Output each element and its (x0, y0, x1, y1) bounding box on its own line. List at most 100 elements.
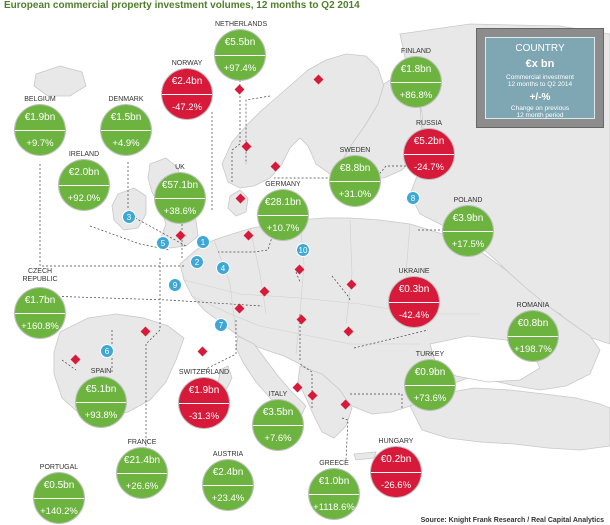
hungary-name: HUNGARY (378, 438, 414, 445)
austria-name: AUSTRIA (212, 451, 244, 458)
czech-value: €1.7bn (15, 288, 65, 313)
legend-value-desc-1: Commercial investment (506, 74, 574, 81)
bubble-sweden: €8.8bn +31.0% (330, 156, 380, 206)
ireland-change: +92.0% (59, 185, 109, 210)
sweden-name: SWEDEN (339, 147, 371, 154)
netherlands-change: +97.4% (215, 55, 265, 80)
bubble-denmark: €1.5bn +4.9% (101, 105, 151, 155)
belgium-name: BELGIUM (24, 96, 56, 103)
point-1: 1 (196, 235, 210, 249)
italy-value: €3.5bn (253, 400, 303, 425)
france-value: €21.4bn (117, 448, 167, 473)
point-6: 6 (100, 344, 114, 358)
greece-value: €1.0bn (309, 469, 359, 494)
bubble-uk: €57.1bn +38.6% (155, 173, 205, 223)
map-title: European commercial property investment … (4, 0, 360, 11)
belgium-change: +9.7% (15, 130, 65, 155)
belgium-value: €1.9bn (15, 105, 65, 130)
bubble-turkey: €0.9bn +73.6% (405, 360, 455, 410)
bubble-poland: €3.9bn +17.5% (443, 206, 493, 256)
portugal-value: €0.5bn (34, 473, 84, 498)
germany-value: €28.1bn (258, 190, 308, 215)
poland-name: POLAND (453, 197, 483, 204)
ukraine-change: -42.4% (389, 302, 439, 327)
legend-header: COUNTRY (515, 43, 565, 54)
romania-value: €0.8bn (508, 311, 558, 336)
ireland-name: IRELAND (68, 151, 100, 158)
denmark-value: €1.5bn (101, 105, 151, 130)
norway-name: NORWAY (171, 60, 203, 67)
source-note: Source: Knight Frank Research / Real Cap… (420, 517, 604, 524)
netherlands-name: NETHERLANDS (215, 21, 268, 28)
sweden-change: +31.0% (330, 181, 380, 206)
bubble-finland: €1.8bn +86.8% (391, 57, 441, 107)
spain-change: +93.8% (76, 402, 126, 427)
point-8: 8 (406, 191, 420, 205)
spain-value: €5.1bn (76, 377, 126, 402)
legend-inner: COUNTRY €x bn Commercial investment 12 m… (485, 37, 595, 119)
russia-change: -24.7% (404, 154, 454, 179)
romania-change: +198.7% (508, 336, 558, 361)
legend-change-desc-1: Change on previous (510, 105, 570, 112)
legend-box: COUNTRY €x bn Commercial investment 12 m… (476, 28, 604, 128)
bubble-belgium: €1.9bn +9.7% (15, 105, 65, 155)
bubble-greece: €1.0bn +1118.6% (309, 469, 359, 519)
greece-change: +1118.6% (309, 494, 359, 519)
bubble-germany: €28.1bn +10.7% (258, 190, 308, 240)
uk-value: €57.1bn (155, 173, 205, 198)
germany-name: GERMANY (265, 181, 301, 188)
russia-name: RUSSIA (415, 120, 443, 127)
portugal-name: PORTUGAL (39, 464, 79, 471)
hungary-change: -26.6% (371, 472, 421, 497)
czech-change: +160.8% (15, 313, 65, 338)
bubble-ukraine: €0.3bn -42.4% (389, 277, 439, 327)
bubble-portugal: €0.5bn +140.2% (34, 473, 84, 523)
point-9: 9 (168, 278, 182, 292)
denmark-name: DENMARK (108, 96, 144, 103)
greece-name: GREECE (319, 460, 349, 467)
poland-change: +17.5% (443, 231, 493, 256)
sweden-value: €8.8bn (330, 156, 380, 181)
turkey-change: +73.6% (405, 385, 455, 410)
portugal-change: +140.2% (34, 498, 84, 523)
france-name: FRANCE (127, 439, 157, 446)
finland-value: €1.8bn (391, 57, 441, 82)
bubble-italy: €3.5bn +7.6% (253, 400, 303, 450)
point-10: 10 (296, 243, 310, 257)
finland-change: +86.8% (391, 82, 441, 107)
norway-value: €2.4bn (162, 69, 212, 94)
austria-change: +23.4% (203, 485, 253, 510)
hungary-value: €0.2bn (371, 447, 421, 472)
austria-value: €2.4bn (203, 460, 253, 485)
ukraine-name: UKRAINE (398, 268, 430, 275)
russia-value: €5.2bn (404, 129, 454, 154)
bubble-czech: €1.7bn +160.8% (15, 288, 65, 338)
turkey-value: €0.9bn (405, 360, 455, 385)
bubble-austria: €2.4bn +23.4% (203, 460, 253, 510)
land-balkans (297, 365, 353, 439)
bubble-switzerland: €1.9bn -31.3% (179, 378, 229, 428)
point-4: 4 (216, 261, 230, 275)
finland-name: FINLAND (401, 48, 431, 55)
uk-name: UK (175, 164, 185, 171)
bubble-netherlands: €5.5bn +97.4% (215, 30, 265, 80)
bubble-norway: €2.4bn -47.2% (162, 69, 212, 119)
point-5: 5 (156, 236, 170, 250)
switzerland-value: €1.9bn (179, 378, 229, 403)
point-2: 2 (190, 255, 204, 269)
turkey-name: TURKEY (415, 351, 445, 358)
italy-name: ITALY (268, 391, 288, 398)
netherlands-value: €5.5bn (215, 30, 265, 55)
norway-change: -47.2% (162, 94, 212, 119)
land-iceland (33, 65, 87, 97)
italy-change: +7.6% (253, 425, 303, 450)
switzerland-change: -31.3% (179, 403, 229, 428)
bubble-hungary: €0.2bn -26.6% (371, 447, 421, 497)
romania-name: ROMANIA (516, 302, 550, 309)
bubble-ireland: €2.0bn +92.0% (59, 160, 109, 210)
legend-value-caption: €x bn (525, 58, 555, 70)
bubble-france: €21.4bn +26.6% (117, 448, 167, 498)
uk-change: +38.6% (155, 198, 205, 223)
spain-name: SPAIN (90, 368, 112, 375)
czech-name: CZECH REPUBLIC (22, 268, 58, 283)
